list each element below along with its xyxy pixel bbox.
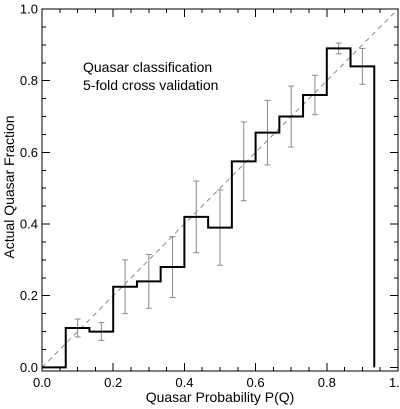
step-line-layer: [42, 47, 376, 369]
x-tick-label: 0.4: [175, 375, 193, 390]
text-layer: Quasar classification 5-fold cross valid…: [1, 59, 294, 405]
x-tick-label: 1.0: [389, 375, 400, 390]
y-tick-label: 0.8: [20, 73, 38, 88]
y-axis-title: Actual Quasar Fraction: [1, 115, 17, 258]
y-tick-label: 1.0: [20, 2, 38, 17]
x-tick-label: 0.6: [247, 375, 265, 390]
y-tick-label: 0.6: [20, 145, 38, 160]
y-tick-label: 0.0: [20, 360, 38, 375]
x-tick-label: 0.8: [318, 375, 336, 390]
x-tick-label: 0.0: [33, 375, 51, 390]
y-tick-label: 0.4: [20, 217, 38, 232]
annotation-line-2: 5-fold cross validation: [83, 77, 218, 93]
reference-diagonal-line: [41, 8, 399, 368]
axes-layer: 0.0 0.2 0.4 0.6 0.8 1.0 0.0 0.2 0.4 0.6 0.8 1.0: [20, 2, 400, 391]
y-tick-label: 0.2: [20, 288, 38, 303]
x-tick-label: 0.2: [104, 375, 122, 390]
step-histogram-line: [42, 47, 376, 369]
annotation-line-1: Quasar classification: [83, 59, 212, 75]
reference-layer: [41, 8, 399, 368]
x-axis-title: Quasar Probability P(Q): [146, 389, 295, 405]
